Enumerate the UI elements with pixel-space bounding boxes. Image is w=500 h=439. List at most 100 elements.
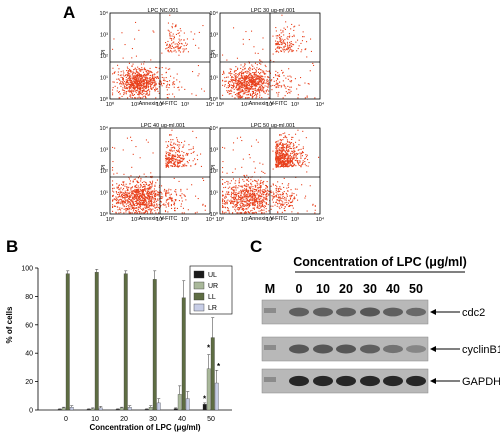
protein-band (313, 375, 333, 387)
legend-label: LL (208, 294, 216, 301)
western-blot: Concentration of LPC (μg/ml) M 0 10 20 30 40 5… (261, 255, 500, 394)
chart-xlabel: Concentration of LPC (μg/ml) (89, 423, 200, 432)
significance-asterisk: * (207, 344, 211, 353)
flow-plot-xlabel: Annexin V-FITC (139, 101, 178, 107)
flow-plot-ylabel: PI (211, 164, 217, 170)
flow-x-tick: 10⁰ (106, 216, 115, 223)
panel-letter-c: C (250, 237, 262, 256)
y-tick-label: 80 (25, 294, 33, 301)
flow-y-tick: 10² (210, 54, 218, 60)
legend-swatch (193, 292, 205, 301)
marker-band (264, 377, 276, 382)
significance-asterisk: * (203, 395, 207, 404)
legend-label: UR (208, 283, 218, 290)
flow-plot-title: LPC NC.001 (148, 8, 179, 14)
flow-x-tick: 10⁴ (206, 101, 215, 108)
legend-label: UL (208, 272, 217, 279)
y-tick-label: 40 (25, 351, 33, 358)
flow-y-tick: 10⁴ (210, 125, 219, 132)
bar (123, 273, 128, 411)
flow-plot-50: LPC 50 ug-ml.001 Annexin V-FITC PI 10⁰10… (210, 123, 325, 223)
flow-cytometry-grid: LPC NC.001 Annexin V-FITC PI 10⁰10⁰10¹10… (100, 8, 325, 223)
protein-band (289, 344, 309, 354)
arrow-icon (430, 309, 436, 315)
marker-band (264, 308, 276, 313)
band-label: GAPDH (462, 376, 500, 388)
flow-y-tick: 10⁰ (210, 211, 219, 218)
protein-band (313, 307, 333, 317)
flow-x-tick: 10² (266, 217, 274, 223)
flow-plot-xlabel: Annexin V-FITC (139, 216, 178, 222)
protein-band (313, 344, 333, 354)
lane-label: 40 (386, 282, 400, 296)
flow-y-tick: 10² (100, 169, 108, 175)
flow-y-tick: 10³ (100, 148, 108, 154)
flow-dots (222, 14, 316, 99)
y-tick-label: 100 (21, 266, 33, 273)
lane-label: 10 (316, 282, 330, 296)
bar (90, 408, 95, 411)
chart-ylabel: % of cells (5, 306, 14, 343)
flow-x-tick: 10² (156, 102, 164, 108)
protein-band (383, 375, 403, 387)
blot-row-cdc2: cdc2 (261, 299, 485, 325)
legend-swatch (193, 303, 205, 312)
x-tick-label: 30 (149, 416, 157, 423)
bar (86, 409, 91, 411)
flow-x-tick: 10⁴ (316, 216, 325, 223)
bar (119, 407, 124, 411)
bar (94, 272, 99, 411)
flow-x-tick: 10³ (291, 217, 299, 223)
flow-y-tick: 10² (100, 54, 108, 60)
flow-y-tick: 10³ (210, 148, 218, 154)
protein-band (406, 307, 426, 317)
flow-x-tick: 10¹ (241, 217, 249, 223)
legend-label: LR (208, 305, 217, 312)
flow-y-tick: 10² (210, 169, 218, 175)
lane-label: M (265, 282, 275, 296)
protein-band (360, 307, 380, 317)
bar (69, 407, 74, 411)
flow-y-tick: 10³ (100, 33, 108, 39)
flow-x-tick: 10¹ (131, 217, 139, 223)
flow-plot-title: LPC 30 ug-ml.001 (251, 8, 295, 14)
bar (152, 279, 157, 411)
lane-label: 0 (296, 282, 303, 296)
flow-dots (112, 129, 206, 214)
bar (127, 407, 132, 411)
flow-y-tick: 10¹ (210, 76, 218, 82)
flow-x-tick: 10¹ (131, 102, 139, 108)
band-label: cdc2 (462, 307, 485, 319)
x-tick-label: 50 (207, 416, 215, 423)
flow-y-tick: 10⁰ (100, 211, 109, 218)
bar (115, 409, 120, 411)
flow-x-tick: 10³ (291, 102, 299, 108)
significance-asterisk: * (217, 362, 221, 371)
arrow-icon (430, 346, 436, 352)
flow-plot-xlabel: Annexin V-FITC (249, 101, 288, 107)
flow-y-tick: 10³ (210, 33, 218, 39)
flow-x-tick: 10² (156, 217, 164, 223)
flow-dots (112, 14, 205, 99)
flow-y-tick: 10⁰ (100, 96, 109, 103)
protein-band (406, 375, 426, 387)
panel-letter-b: B (6, 237, 18, 256)
arrow-icon (430, 378, 436, 384)
legend-swatch (193, 270, 205, 279)
legend-swatch (193, 281, 205, 290)
protein-band (336, 307, 356, 317)
band-label: cyclinB1 (462, 344, 500, 356)
flow-y-tick: 10¹ (100, 191, 108, 197)
lane-label: 50 (409, 282, 423, 296)
bar (177, 394, 182, 411)
protein-band (289, 307, 309, 317)
flow-x-tick: 10² (266, 102, 274, 108)
flow-plot-title: LPC 40 ug-ml.001 (141, 123, 185, 129)
flow-x-tick: 10³ (181, 102, 189, 108)
protein-band (360, 344, 380, 354)
x-tick-label: 10 (91, 416, 99, 423)
chart-legend: UL UR LL LR (189, 265, 233, 315)
x-tick-label: 40 (178, 416, 186, 423)
lane-label: 20 (339, 282, 353, 296)
